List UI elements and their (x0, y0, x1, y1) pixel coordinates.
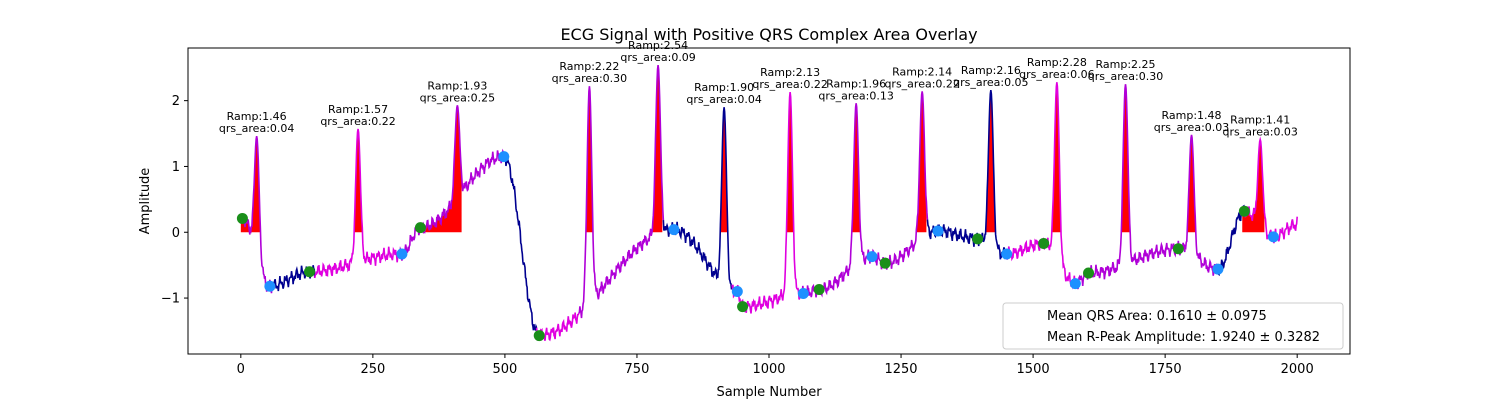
rpeak-label-12: Ramp:1.48 (1162, 109, 1222, 122)
legend-entry-qrs-area: Mean QRS Area: 0.1610 ± 0.0975 (1047, 309, 1267, 324)
offset-marker-4 (731, 285, 743, 297)
y-tick-label-0: −1 (161, 292, 180, 307)
qrs-area-fill-5 (705, 107, 729, 233)
rpeak-label-8: Ramp:2.14 (892, 65, 952, 78)
onset-marker-2 (414, 222, 426, 234)
onset-marker-4 (737, 301, 749, 313)
rpeak-label-1: Ramp:1.57 (328, 103, 388, 116)
x-axis-label: Sample Number (716, 385, 822, 400)
rpeak-label-2: Ramp:1.93 (427, 79, 487, 92)
x-tick-label-0: 0 (237, 362, 245, 377)
ecg-segment-4 (504, 156, 538, 331)
qrs-area-label-2: qrs_area:0.25 (420, 91, 495, 104)
qrs-area-label-3: qrs_area:0.30 (552, 72, 627, 85)
offset-marker-6 (866, 251, 878, 263)
qrs-area-label-12: qrs_area:0.03 (1154, 121, 1229, 134)
qrs-area-label-5: qrs_area:0.04 (686, 93, 761, 106)
x-tick-label-1: 250 (360, 362, 385, 377)
ecg-segment-3 (399, 105, 506, 261)
rpeak-label-6: Ramp:2.13 (760, 66, 820, 79)
legend-box (1002, 302, 1344, 350)
axes: 0 250 500 750 1000 1250 1500 1750 2000 −1 0 1 2 (161, 94, 1314, 377)
rpeak-label-9: Ramp:2.16 (961, 64, 1021, 77)
rpeak-label-4: Ramp:2.54 (628, 39, 688, 52)
ecg-segment-9 (799, 91, 929, 299)
y-tick-label-2: 1 (172, 160, 180, 175)
ecg-segment-14 (1243, 136, 1298, 244)
onset-marker-10 (1172, 243, 1184, 255)
offset-marker-2 (498, 151, 510, 163)
rpeak-label-10: Ramp:2.28 (1027, 56, 1087, 69)
onset-marker-7 (972, 233, 984, 245)
x-tick-label-7: 1750 (1149, 362, 1182, 377)
offset-marker-0 (264, 280, 276, 292)
qrs-area-fill-10 (1036, 82, 1062, 233)
onset-marker-6 (879, 257, 891, 269)
onset-marker-1 (303, 266, 315, 278)
ecg-segment-11 (1005, 82, 1077, 290)
offset-marker-7 (932, 225, 944, 237)
qrs-area-label-11: qrs_area:0.30 (1088, 70, 1163, 83)
qrs-area-fill-0 (240, 136, 261, 233)
qrs-area-fill-11 (1085, 84, 1130, 233)
rpeak-label-5: Ramp:1.90 (694, 81, 754, 94)
onset-marker-3 (533, 330, 545, 342)
qrs-area-label-6: qrs_area:0.22 (752, 78, 827, 91)
offset-marker-11 (1267, 231, 1279, 243)
qrs-area-label-9: qrs_area:0.05 (953, 76, 1028, 89)
onset-marker-8 (1038, 237, 1050, 249)
offset-marker-5 (797, 287, 809, 299)
onset-marker-9 (1083, 267, 1095, 279)
qrs-area-label-1: qrs_area:0.22 (320, 115, 395, 128)
x-tick-label-5: 1250 (884, 362, 917, 377)
onset-marker-0 (236, 212, 248, 224)
ecg-segment-6 (578, 65, 665, 319)
rpeak-label-3: Ramp:2.22 (559, 60, 619, 73)
offset-marker-3 (668, 224, 680, 236)
onset-marker-11 (1238, 205, 1250, 217)
qrs-area-label-8: qrs_area:0.22 (884, 77, 959, 90)
offset-marker-8 (1001, 248, 1013, 260)
chart-title: ECG Signal with Positive QRS Complex Are… (560, 25, 977, 44)
x-tick-label-8: 2000 (1281, 362, 1314, 377)
onset-marker-5 (813, 284, 825, 296)
qrs-area-fill-7 (830, 103, 861, 233)
qrs-area-label-0: qrs_area:0.04 (219, 122, 294, 135)
y-axis-label: Amplitude (138, 168, 153, 235)
y-tick-label-1: 0 (172, 226, 180, 241)
rpeak-label-0: Ramp:1.46 (227, 110, 287, 123)
qrs-area-label-13: qrs_area:0.03 (1222, 125, 1297, 138)
ecg-segment-12 (1074, 84, 1219, 290)
qrs-area-fill-4 (635, 65, 663, 233)
ecg-segment-2 (313, 128, 401, 279)
ecg-segment-7 (662, 107, 733, 290)
legend-entry-r-peak: Mean R-Peak Amplitude: 1.9240 ± 0.3282 (1047, 330, 1320, 345)
rpeak-label-7: Ramp:1.96 (826, 77, 886, 90)
qrs-area-label-4: qrs_area:0.09 (620, 51, 695, 64)
rpeak-label-11: Ramp:2.25 (1095, 58, 1155, 71)
qrs-area-label-7: qrs_area:0.13 (818, 89, 893, 102)
x-tick-label-3: 750 (625, 362, 650, 377)
rpeak-label-13: Ramp:1.41 (1230, 113, 1290, 126)
offset-marker-9 (1069, 278, 1081, 290)
y-tick-label-3: 2 (172, 94, 180, 109)
x-tick-label-6: 1500 (1017, 362, 1050, 377)
qrs-area-label-10: qrs_area:0.06 (1019, 68, 1094, 81)
legend: Mean QRS Area: 0.1610 ± 0.0975 Mean R-Pe… (1002, 302, 1344, 350)
offset-marker-10 (1212, 263, 1224, 275)
plot-area: Ramp:1.46qrs_area:0.04Ramp:1.57qrs_area:… (219, 39, 1298, 342)
x-tick-label-4: 1000 (752, 362, 785, 377)
ecg-segment-13 (1217, 204, 1246, 277)
x-tick-label-2: 500 (492, 362, 517, 377)
offset-marker-1 (396, 248, 408, 260)
